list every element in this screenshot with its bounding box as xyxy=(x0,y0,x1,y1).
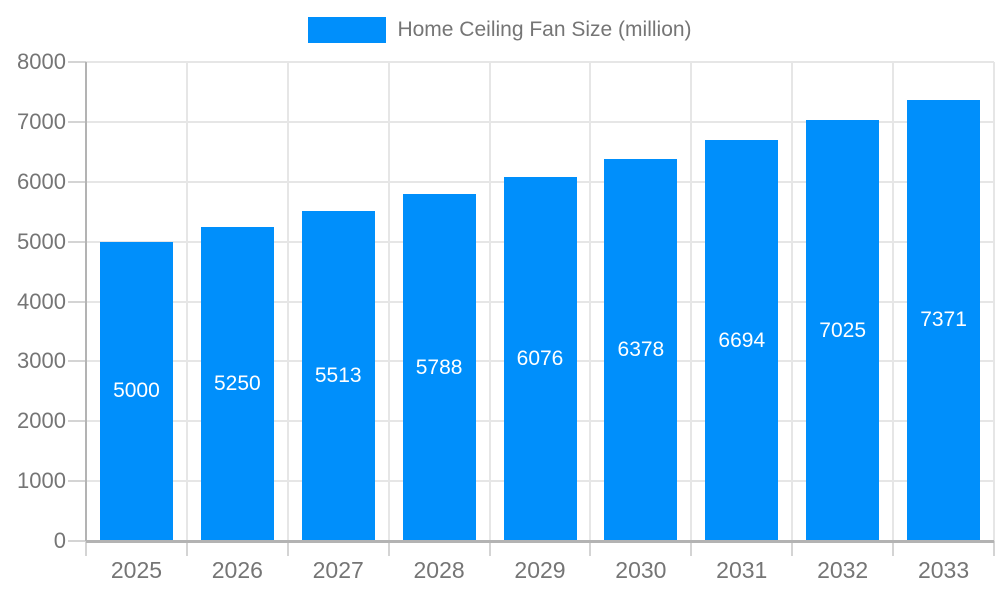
y-tick-label: 7000 xyxy=(17,108,66,134)
bar-value-label: 5250 xyxy=(213,371,261,395)
x-tick-4 xyxy=(488,541,491,556)
bar-2026[interactable]: 5250 xyxy=(200,226,274,541)
y-tick-0 xyxy=(68,540,86,542)
gridline-v-5 xyxy=(589,62,592,541)
bar-2025[interactable]: 5000 xyxy=(99,241,173,541)
bar-value-label: 6076 xyxy=(516,347,564,371)
x-category-label: 2033 xyxy=(917,557,970,583)
bar-value-label: 7025 xyxy=(819,318,867,342)
x-tick-7 xyxy=(791,541,794,556)
bar-2029[interactable]: 6076 xyxy=(503,177,577,541)
bar-2030[interactable]: 6378 xyxy=(604,159,678,541)
bar-value-label: 6378 xyxy=(617,338,665,362)
plot-area: 0 1000 2000 3000 4000 5000 6000 7000 8000 2025 20… xyxy=(17,50,995,583)
y-tick-4000 xyxy=(68,300,86,303)
gridline-v-1 xyxy=(185,62,188,541)
y-tick-7000 xyxy=(68,120,86,123)
legend-label: Home Ceiling Fan Size (million) xyxy=(397,18,692,41)
x-category-label: 2028 xyxy=(413,557,465,583)
gridline-v-6 xyxy=(690,62,693,541)
x-category-label: 2029 xyxy=(514,557,566,583)
x-tick-9 xyxy=(993,541,995,556)
y-tick-label: 1000 xyxy=(17,468,66,494)
y-tick-label: 3000 xyxy=(17,348,66,374)
y-tick-label: 2000 xyxy=(17,408,66,434)
x-category-label: 2026 xyxy=(211,557,263,583)
gridline-v-8 xyxy=(892,62,895,541)
bar-2027[interactable]: 5513 xyxy=(301,210,375,541)
y-axis-line xyxy=(85,62,87,541)
legend[interactable]: Home Ceiling Fan Size (million) xyxy=(0,17,1000,43)
x-category-label: 2030 xyxy=(615,557,667,583)
gridline-v-7 xyxy=(791,62,794,541)
x-category-label: 2032 xyxy=(817,557,869,583)
bar-2031[interactable]: 6694 xyxy=(705,140,779,541)
gridline-v-9 xyxy=(993,62,995,541)
x-category-label: 2031 xyxy=(716,557,768,583)
bar-2033[interactable]: 7371 xyxy=(907,99,981,541)
y-tick-label: 8000 xyxy=(17,49,66,74)
legend-swatch-icon xyxy=(308,17,387,43)
y-tick-label: 5000 xyxy=(17,228,66,254)
x-category-label: 2025 xyxy=(110,557,163,583)
bar-2032[interactable]: 7025 xyxy=(806,120,880,541)
y-tick-5000 xyxy=(68,240,86,243)
bar-2028[interactable]: 5788 xyxy=(402,194,476,541)
gridline-v-2 xyxy=(286,62,289,541)
x-tick-5 xyxy=(589,541,592,556)
bar-value-label: 7371 xyxy=(920,308,967,332)
x-tick-6 xyxy=(690,541,693,556)
gridline-v-4 xyxy=(488,62,491,541)
gridline-h-8000 xyxy=(86,61,994,63)
y-tick-label: 4000 xyxy=(17,288,66,314)
bar-value-label: 5000 xyxy=(113,379,160,403)
y-tick-1000 xyxy=(68,480,86,483)
x-tick-3 xyxy=(387,541,390,556)
y-tick-6000 xyxy=(68,180,86,183)
gridline-h-7000 xyxy=(86,120,994,123)
x-axis-line xyxy=(86,540,994,543)
bar-value-label: 5788 xyxy=(415,355,463,379)
y-tick-3000 xyxy=(68,360,86,363)
gridline-v-3 xyxy=(387,62,390,541)
y-tick-label: 6000 xyxy=(17,168,66,194)
y-tick-label: 0 xyxy=(53,528,66,553)
x-tick-0 xyxy=(85,541,87,556)
x-category-label: 2027 xyxy=(312,557,364,583)
x-tick-2 xyxy=(286,541,289,556)
bar-value-label: 5513 xyxy=(314,363,362,387)
x-tick-1 xyxy=(185,541,188,556)
y-tick-2000 xyxy=(68,420,86,423)
bar-value-label: 6694 xyxy=(718,328,766,352)
y-tick-8000 xyxy=(68,61,86,63)
x-tick-8 xyxy=(892,541,895,556)
